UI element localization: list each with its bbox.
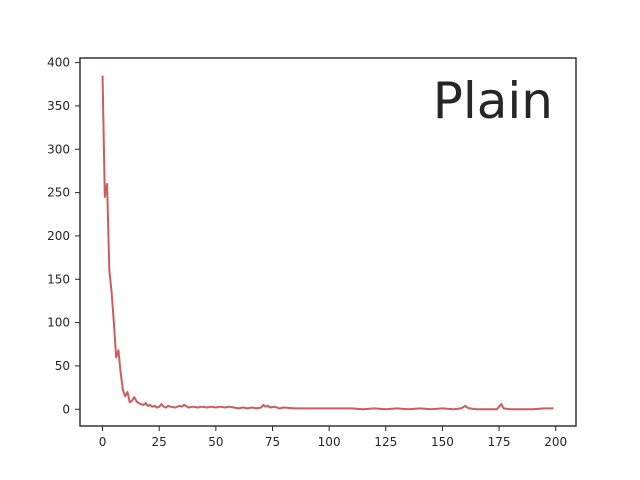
y-tick-label: 200 (47, 229, 70, 243)
y-tick-label: 0 (62, 402, 70, 416)
x-tick-label: 150 (431, 435, 454, 449)
x-axis: 0 25 50 75 100 125 150 175 200 (99, 426, 567, 449)
y-axis: 0 50 100 150 200 250 300 350 400 (47, 56, 80, 416)
y-tick-label: 50 (55, 359, 70, 373)
series-line (101, 75, 554, 411)
y-tick-label: 300 (47, 142, 70, 156)
y-tick-label: 150 (47, 272, 70, 286)
y-tick-label: 400 (47, 56, 70, 70)
x-tick-label: 100 (318, 435, 341, 449)
x-tick-label: 200 (544, 435, 567, 449)
plot-frame (79, 57, 577, 427)
y-tick-label: 250 (47, 186, 70, 200)
x-tick-label: 175 (488, 435, 511, 449)
plot-area (80, 58, 576, 426)
x-tick-label: 25 (152, 435, 167, 449)
plain-annotation: Plain (433, 72, 553, 130)
y-tick-label: 350 (47, 99, 70, 113)
x-tick-label: 125 (374, 435, 397, 449)
x-tick-label: 50 (208, 435, 223, 449)
y-tick-label: 100 (47, 316, 70, 330)
x-tick-label: 75 (265, 435, 280, 449)
x-tick-label: 0 (99, 435, 107, 449)
